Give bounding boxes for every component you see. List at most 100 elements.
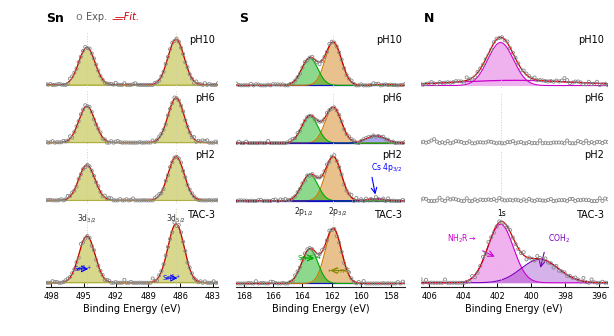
- Point: [465, 279, 475, 284]
- Point: [478, 254, 488, 260]
- Point: [211, 139, 220, 144]
- Text: 2p$_{3/2}$: 2p$_{3/2}$: [328, 205, 348, 218]
- Point: [144, 140, 154, 145]
- Point: [327, 106, 336, 111]
- Point: [120, 140, 130, 145]
- Point: [85, 104, 95, 110]
- Point: [310, 58, 320, 63]
- Point: [581, 198, 591, 203]
- Point: [473, 198, 483, 204]
- Point: [492, 141, 502, 146]
- Point: [258, 83, 268, 88]
- Point: [363, 281, 373, 286]
- Point: [589, 280, 599, 285]
- Point: [313, 175, 322, 180]
- Point: [102, 196, 112, 201]
- Point: [144, 198, 154, 203]
- Point: [78, 240, 88, 245]
- Point: [168, 160, 177, 165]
- Point: [440, 141, 450, 146]
- Point: [93, 263, 103, 268]
- Point: [122, 82, 131, 88]
- Point: [459, 280, 469, 286]
- Point: [41, 139, 51, 144]
- Point: [576, 198, 586, 203]
- Point: [236, 140, 246, 146]
- Point: [339, 182, 349, 187]
- Point: [126, 197, 136, 203]
- Point: [383, 281, 393, 286]
- Point: [165, 47, 175, 52]
- Text: 1s: 1s: [497, 209, 506, 218]
- Point: [50, 279, 60, 285]
- Point: [467, 274, 477, 279]
- Point: [432, 198, 442, 203]
- Point: [324, 228, 334, 234]
- Point: [516, 250, 526, 256]
- Point: [467, 141, 477, 146]
- Point: [373, 196, 383, 202]
- Point: [519, 141, 529, 146]
- Point: [266, 198, 276, 204]
- Point: [603, 197, 613, 202]
- Point: [421, 277, 431, 283]
- Point: [551, 78, 561, 83]
- Point: [281, 140, 290, 146]
- Point: [283, 140, 293, 145]
- Point: [82, 234, 92, 239]
- Point: [85, 46, 95, 51]
- Point: [497, 220, 507, 225]
- Point: [481, 197, 491, 203]
- Point: [322, 110, 332, 116]
- Point: [559, 141, 569, 146]
- Point: [344, 76, 354, 81]
- Point: [303, 115, 313, 120]
- Point: [505, 45, 515, 51]
- Point: [178, 109, 188, 114]
- Point: [120, 277, 130, 283]
- Point: [448, 196, 458, 201]
- Point: [373, 281, 383, 286]
- Point: [315, 61, 325, 67]
- Point: [346, 78, 356, 83]
- Point: [530, 75, 540, 80]
- Point: [261, 83, 271, 88]
- Point: [65, 134, 75, 139]
- Point: [570, 198, 580, 204]
- Point: [241, 281, 251, 286]
- Point: [189, 134, 199, 140]
- Point: [429, 198, 439, 204]
- Point: [391, 198, 400, 204]
- Point: [484, 197, 494, 202]
- Point: [494, 140, 504, 145]
- Point: [497, 197, 507, 202]
- Point: [96, 130, 106, 135]
- Point: [391, 82, 400, 88]
- Point: [351, 195, 361, 201]
- Point: [538, 141, 548, 146]
- Text: TAC-3: TAC-3: [187, 210, 214, 220]
- Point: [157, 131, 166, 136]
- Point: [271, 197, 281, 202]
- Point: [185, 265, 195, 270]
- Point: [432, 280, 442, 286]
- Point: [315, 119, 325, 124]
- Point: [298, 181, 308, 186]
- Point: [45, 81, 55, 87]
- Point: [185, 72, 195, 77]
- Point: [516, 67, 526, 73]
- Point: [366, 82, 376, 88]
- Point: [52, 139, 62, 145]
- Point: [371, 281, 381, 286]
- Point: [540, 140, 550, 145]
- Point: [500, 38, 510, 43]
- Point: [497, 141, 507, 146]
- Point: [134, 280, 144, 285]
- Point: [446, 197, 456, 202]
- Point: [327, 154, 336, 159]
- Point: [386, 281, 395, 286]
- Point: [200, 279, 210, 284]
- Text: —: —: [111, 14, 122, 24]
- Point: [78, 107, 88, 112]
- Point: [361, 83, 371, 88]
